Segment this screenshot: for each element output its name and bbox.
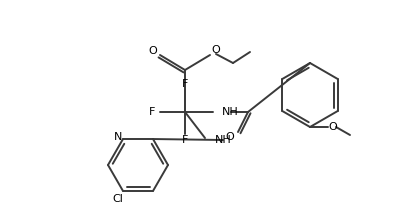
Text: Cl: Cl [112,194,124,204]
Text: O: O [211,45,221,55]
Text: F: F [182,135,188,145]
Text: F: F [182,79,188,89]
Text: F: F [149,107,155,117]
Text: N: N [114,132,122,142]
Text: NH: NH [222,107,239,117]
Text: O: O [148,46,157,56]
Text: O: O [226,132,234,142]
Text: NH: NH [215,135,232,145]
Text: O: O [329,122,337,132]
